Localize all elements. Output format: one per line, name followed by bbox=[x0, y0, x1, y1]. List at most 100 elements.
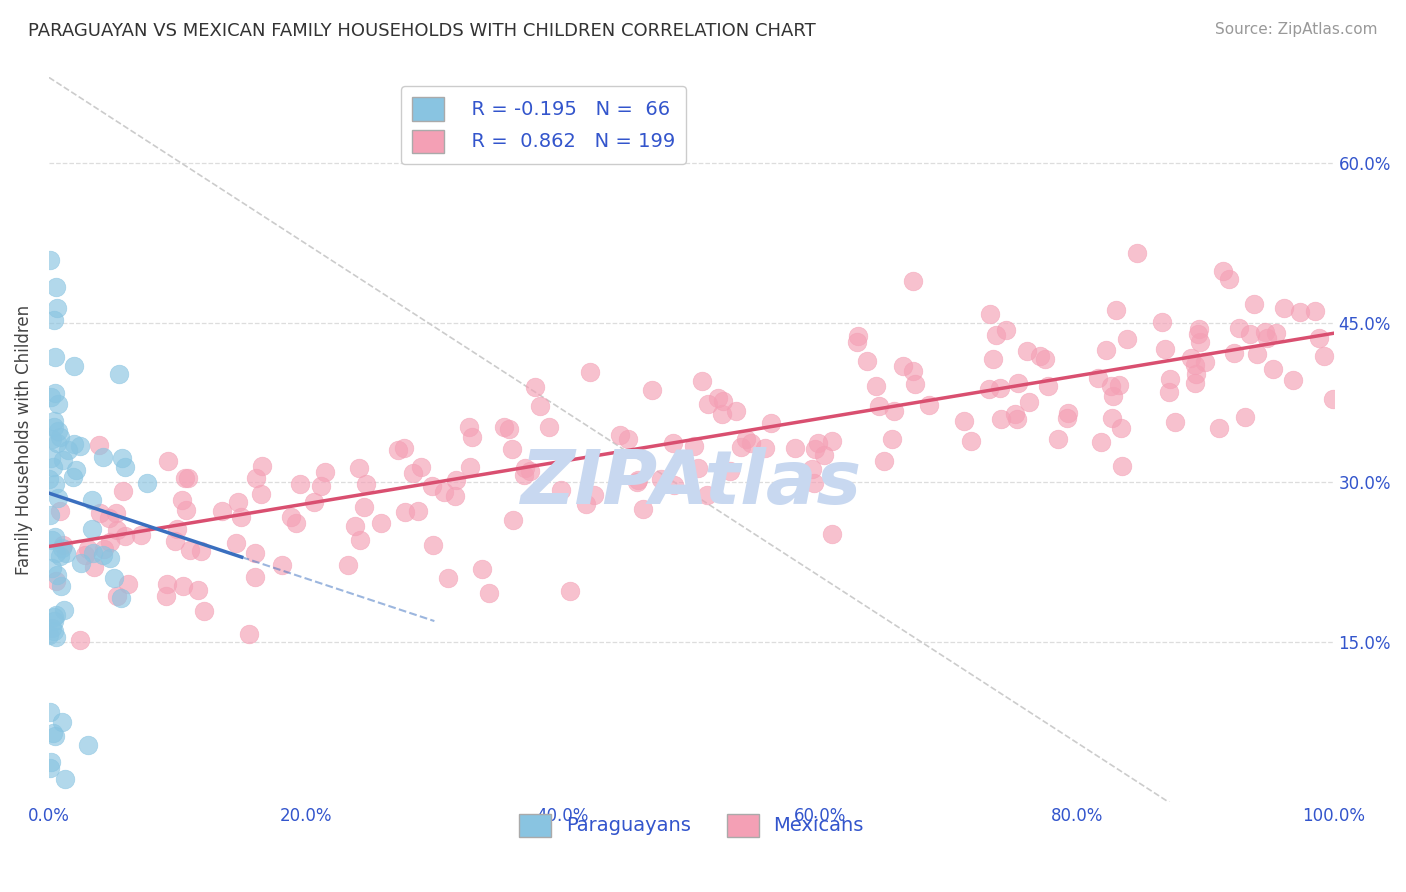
Point bbox=[62, 436, 84, 450]
Point bbox=[49, 430, 72, 444]
Point bbox=[806, 436, 828, 450]
Point bbox=[662, 478, 685, 492]
Point bbox=[1243, 297, 1265, 311]
Point bbox=[349, 533, 371, 548]
Point bbox=[117, 577, 139, 591]
Point bbox=[110, 591, 132, 605]
Point bbox=[1015, 344, 1038, 359]
Point bbox=[626, 475, 648, 490]
Point bbox=[984, 327, 1007, 342]
Point bbox=[803, 476, 825, 491]
Point bbox=[444, 489, 467, 503]
Point bbox=[1115, 332, 1137, 346]
Point bbox=[83, 559, 105, 574]
Point bbox=[960, 434, 983, 448]
Point bbox=[226, 495, 249, 509]
Point bbox=[1233, 409, 1256, 424]
Point bbox=[1159, 371, 1181, 385]
Point bbox=[420, 479, 443, 493]
Point bbox=[1313, 349, 1336, 363]
Point bbox=[394, 505, 416, 519]
Point bbox=[408, 504, 430, 518]
Point bbox=[631, 502, 654, 516]
Y-axis label: Family Households with Children: Family Households with Children bbox=[15, 305, 32, 575]
Point bbox=[1164, 415, 1187, 429]
Point bbox=[1188, 322, 1211, 336]
Point bbox=[952, 414, 974, 428]
Point bbox=[370, 516, 392, 530]
Point bbox=[458, 459, 481, 474]
Point bbox=[387, 443, 409, 458]
Point bbox=[855, 354, 877, 368]
Point bbox=[163, 533, 186, 548]
Point bbox=[1261, 362, 1284, 376]
Point bbox=[710, 407, 733, 421]
Point bbox=[39, 450, 62, 465]
Point bbox=[662, 436, 685, 450]
Point bbox=[69, 556, 91, 570]
Point bbox=[845, 334, 868, 349]
Point bbox=[979, 307, 1001, 321]
Point bbox=[697, 397, 720, 411]
Point bbox=[579, 365, 602, 379]
Point bbox=[627, 473, 650, 487]
Point bbox=[1111, 458, 1133, 473]
Point bbox=[45, 545, 67, 559]
Point bbox=[98, 534, 121, 549]
Point bbox=[1126, 246, 1149, 260]
Point bbox=[42, 420, 65, 434]
Point bbox=[56, 442, 79, 457]
Point bbox=[62, 359, 84, 373]
Point bbox=[225, 536, 247, 550]
Point bbox=[918, 398, 941, 412]
Point bbox=[104, 506, 127, 520]
Point bbox=[512, 468, 534, 483]
Point bbox=[803, 442, 825, 456]
Point bbox=[42, 313, 65, 327]
Point bbox=[1005, 412, 1028, 426]
Point bbox=[873, 454, 896, 468]
Point bbox=[105, 523, 128, 537]
Point bbox=[75, 548, 97, 562]
Point bbox=[1018, 394, 1040, 409]
Point bbox=[1056, 410, 1078, 425]
Point bbox=[901, 364, 924, 378]
Point bbox=[65, 463, 87, 477]
Point bbox=[48, 397, 70, 411]
Point bbox=[1087, 371, 1109, 385]
Point bbox=[524, 380, 547, 394]
Point bbox=[129, 528, 152, 542]
Point bbox=[1208, 420, 1230, 434]
Point bbox=[883, 404, 905, 418]
Point bbox=[1239, 326, 1261, 341]
Point bbox=[250, 458, 273, 473]
Text: ZIPAtlas: ZIPAtlas bbox=[520, 447, 862, 520]
Point bbox=[38, 628, 60, 642]
Point bbox=[1282, 373, 1305, 387]
Point bbox=[44, 614, 66, 628]
Point bbox=[243, 546, 266, 560]
Point bbox=[1303, 304, 1326, 318]
Point bbox=[45, 630, 67, 644]
Point bbox=[49, 579, 72, 593]
Point bbox=[174, 502, 197, 516]
Point bbox=[846, 329, 869, 343]
Point bbox=[42, 624, 65, 638]
Point bbox=[46, 436, 69, 450]
Point bbox=[1150, 315, 1173, 329]
Point bbox=[478, 585, 501, 599]
Point bbox=[41, 621, 63, 635]
Point bbox=[280, 509, 302, 524]
Point bbox=[990, 381, 1012, 395]
Point bbox=[515, 461, 537, 475]
Point bbox=[1004, 407, 1026, 421]
Point bbox=[725, 404, 748, 418]
Point bbox=[1185, 368, 1208, 382]
Point bbox=[740, 436, 762, 450]
Point bbox=[650, 472, 672, 486]
Point bbox=[813, 448, 835, 462]
Point bbox=[39, 508, 62, 522]
Point bbox=[44, 386, 66, 401]
Point bbox=[89, 506, 111, 520]
Point bbox=[41, 390, 63, 404]
